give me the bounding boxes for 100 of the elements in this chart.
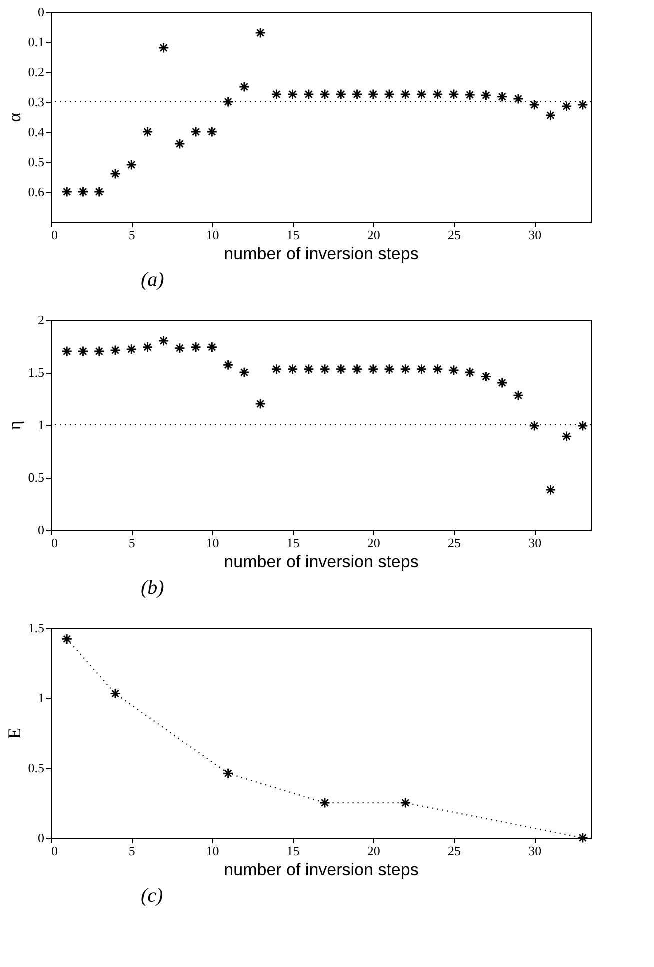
x-tick-label: 30: [528, 536, 542, 550]
y-tick-label: 0: [38, 830, 44, 846]
y-tick-label: 1: [38, 690, 44, 706]
point: [577, 420, 588, 432]
point: [62, 186, 73, 198]
point: [336, 89, 347, 100]
point: [577, 100, 588, 110]
point: [368, 364, 379, 375]
point: [126, 344, 138, 355]
y-tick-label: 0.6: [28, 184, 45, 200]
point: [206, 342, 218, 353]
x-axis-title: number of inversion steps: [224, 860, 419, 880]
point: [303, 89, 314, 100]
x-tick-label: 25: [448, 228, 461, 242]
point: [78, 346, 89, 357]
x-tick-label: 0: [52, 228, 58, 242]
point: [496, 378, 508, 388]
point: [222, 96, 234, 108]
y-tick-label: 1.5: [28, 365, 44, 380]
y-tick-label: 0: [38, 522, 44, 538]
y-tick-label: 0.1: [28, 34, 44, 50]
y-tick-label: 2: [38, 312, 44, 328]
point: [142, 342, 154, 353]
point: [222, 768, 234, 780]
point: [384, 89, 395, 100]
text: (a): [141, 269, 165, 291]
point: [416, 364, 428, 375]
point: [174, 342, 186, 354]
point: [158, 336, 170, 346]
y-axis-title: E: [4, 728, 24, 739]
y-tick-label: 0.2: [28, 64, 44, 80]
x-tick-label: 25: [448, 536, 461, 550]
point: [496, 91, 508, 102]
x-tick-label: 25: [448, 844, 461, 858]
y-tick-label: 0.4: [28, 124, 45, 140]
x-tick-label: 15: [286, 536, 300, 550]
point: [352, 89, 363, 100]
x-tick-label: 20: [367, 228, 380, 242]
point: [126, 160, 138, 170]
point: [529, 100, 540, 110]
point: [303, 364, 314, 375]
x-tick-label: 0: [52, 536, 58, 550]
text: (b): [141, 577, 165, 599]
point: [271, 364, 282, 375]
y-tick-label: 0: [38, 4, 44, 20]
point: [142, 126, 154, 138]
point: [110, 168, 121, 180]
x-tick-label: 10: [206, 536, 220, 550]
point: [416, 89, 428, 100]
point: [174, 138, 186, 150]
point: [158, 42, 170, 54]
x-axis-title: number of inversion steps: [224, 244, 419, 264]
point: [480, 90, 492, 101]
point: [545, 110, 556, 121]
point: [94, 186, 105, 198]
point: [62, 634, 73, 645]
point: [222, 360, 234, 371]
point: [190, 126, 202, 138]
x-tick-label: 10: [206, 228, 220, 242]
x-tick-label: 20: [367, 536, 380, 550]
point: [287, 89, 298, 100]
point: [271, 89, 282, 100]
x-tick-label: 15: [286, 228, 300, 242]
y-axis-title: η: [4, 420, 24, 430]
x-tick-label: 10: [206, 844, 220, 858]
point: [255, 28, 266, 38]
point: [432, 364, 444, 375]
x-tick-label: 20: [367, 844, 380, 858]
point: [320, 798, 330, 808]
point: [62, 346, 73, 357]
point: [577, 832, 588, 844]
point: [255, 398, 266, 410]
point: [94, 346, 105, 357]
point: [320, 364, 330, 375]
point: [336, 364, 347, 375]
point: [529, 420, 540, 432]
point: [448, 364, 460, 376]
point: [561, 101, 572, 112]
y-tick-label: 1.5: [28, 620, 44, 636]
point: [368, 89, 379, 100]
point: [78, 186, 89, 198]
point: [400, 89, 412, 100]
point: [190, 342, 202, 353]
x-tick-label: 5: [128, 536, 136, 550]
x-tick-label: 30: [528, 844, 542, 858]
point: [110, 345, 121, 356]
text: (c): [141, 885, 164, 907]
point: [464, 367, 476, 378]
y-tick-label: 0.5: [28, 470, 44, 485]
y-tick-label: 1: [38, 418, 44, 432]
y-tick-label: 0.3: [28, 94, 44, 110]
x-tick-label: 5: [128, 228, 136, 242]
point: [464, 90, 476, 101]
x-tick-label: 30: [528, 228, 542, 242]
point: [287, 364, 298, 375]
point: [352, 364, 363, 375]
point: [400, 364, 412, 375]
point: [561, 431, 572, 442]
point: [545, 484, 556, 496]
x-tick-label: 5: [128, 844, 136, 858]
